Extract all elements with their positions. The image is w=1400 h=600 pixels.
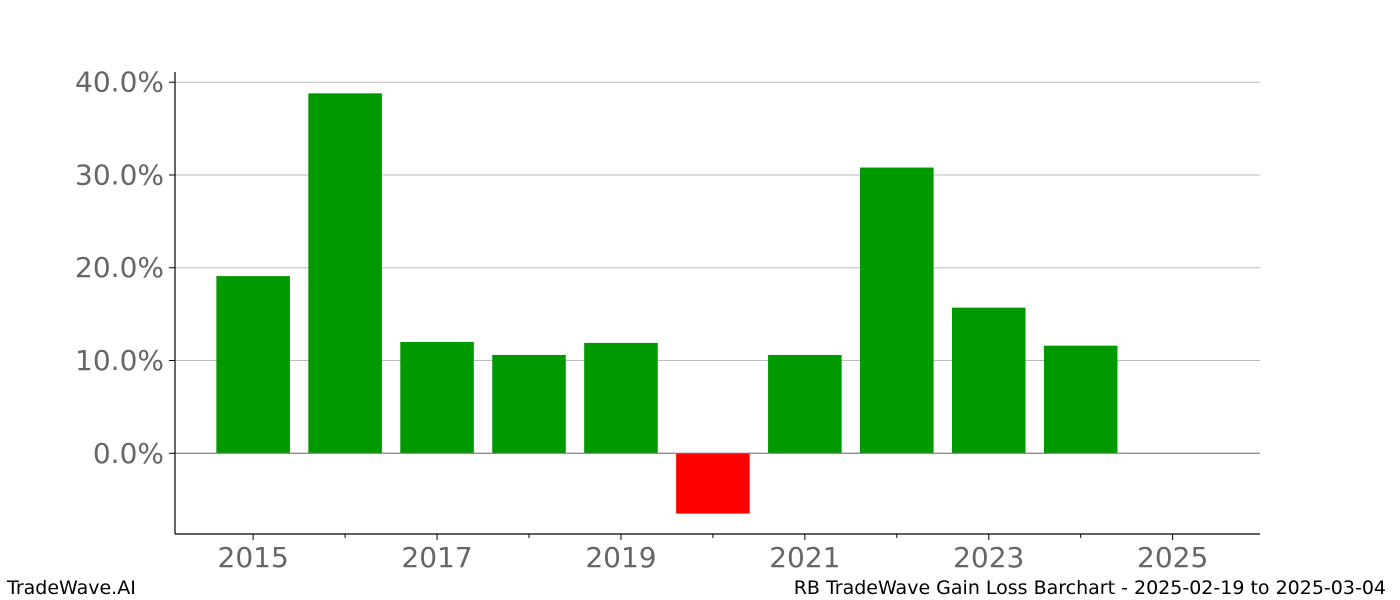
bar-2021 [768, 354, 842, 454]
x-tick-label: 2023 [953, 541, 1024, 574]
y-tick-label: 0.0% [93, 437, 164, 470]
x-tick-label: 2019 [585, 541, 656, 574]
bars [216, 93, 1118, 514]
bar-2016 [308, 93, 382, 454]
bar-2020 [676, 453, 750, 514]
axes [169, 72, 1260, 540]
y-tick-label: 20.0% [75, 251, 164, 284]
y-tick-label: 10.0% [75, 344, 164, 377]
tick-labels: 0.0% 10.0% 20.0% 30.0% 40.0% 2015 2017 2019 2021… [75, 66, 1208, 574]
x-tick-label: 2017 [401, 541, 472, 574]
bar-2017 [400, 341, 474, 454]
bar-2022 [860, 167, 934, 454]
footer-caption: RB TradeWave Gain Loss Barchart - 2025-0… [793, 577, 1386, 599]
y-tick-label: 30.0% [75, 158, 164, 191]
x-tick-label: 2015 [218, 541, 289, 574]
bar-2024 [1043, 345, 1118, 454]
x-tick-label: 2021 [769, 541, 840, 574]
x-tick-label: 2025 [1137, 541, 1208, 574]
bar-2019 [584, 342, 658, 454]
bar-2018 [492, 354, 566, 454]
bar-2015 [216, 276, 290, 454]
y-tick-label: 40.0% [75, 66, 164, 99]
bar-2023 [951, 307, 1026, 454]
footer-brand: TradeWave.AI [7, 577, 136, 599]
